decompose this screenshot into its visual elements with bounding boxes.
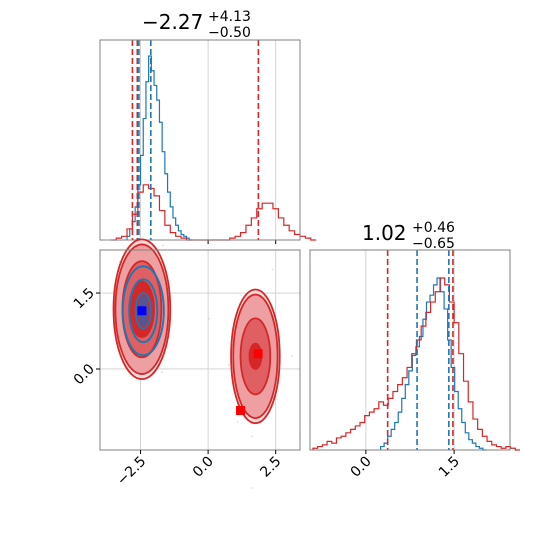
panel-bottom-right-xtick-label: 0.0 <box>348 454 375 481</box>
panel-bottom-left-sample-point <box>236 421 239 423</box>
panel-bottom-left-ytick-label: 0.0 <box>71 361 98 388</box>
panel-top-left-title-lower: −0.50 <box>208 25 251 41</box>
panel-top-left-hist-series-1 <box>110 184 317 241</box>
panel-bottom-left-blue-contour <box>128 278 159 344</box>
panel-bottom-left-sample-point <box>290 355 293 357</box>
panel-bottom-right-title-lower: −0.65 <box>412 236 455 252</box>
panel-bottom-right-xtick-label: 1.5 <box>436 454 463 481</box>
panel-bottom-left-sample-point <box>208 317 211 320</box>
panel-bottom-left-marker-2 <box>236 406 246 416</box>
panel-bottom-right-hist-series-0 <box>379 277 487 451</box>
panel-bottom-right-title-value: 1.02 <box>362 221 407 245</box>
panel-bottom-left-blue-contour <box>134 292 152 330</box>
panel-bottom-left-xtick-label: −2.5 <box>114 454 149 489</box>
panel-bottom-left-sample-point <box>251 487 254 489</box>
panel-bottom-left-sample-point <box>250 435 253 438</box>
panel-bottom-right: 1.02 +0.46 −0.65 0.0 1.5 <box>309 220 520 481</box>
panel-bottom-left-sample-point <box>227 364 230 366</box>
panel-bottom-left-sample-point <box>118 260 121 263</box>
panel-top-left: −2.27 +4.13 −0.50 <box>99 9 317 244</box>
panel-top-left-title-value: −2.27 <box>142 10 203 34</box>
panel-bottom-left-sample-point <box>164 238 167 241</box>
panel-bottom-left-marker-0 <box>137 306 147 316</box>
panel-top-left-title-upper: +4.13 <box>208 9 251 25</box>
panel-bottom-left-blue-contour <box>121 265 165 357</box>
panel-bottom-left-sample-point <box>162 244 164 247</box>
panel-bottom-left-xtick-label: 2.5 <box>257 454 284 481</box>
panel-bottom-left: −2.5 0.0 2.5 0.0 1.5 <box>71 238 301 489</box>
panel-bottom-left-sample-point <box>271 268 274 271</box>
panel-bottom-left-ytick-label: 1.5 <box>71 285 98 312</box>
panel-bottom-left-sample-point <box>128 239 131 242</box>
panel-bottom-left-sample-point <box>160 371 163 374</box>
panel-bottom-left-frame <box>99 249 301 451</box>
panel-bottom-right-title-upper: +0.46 <box>412 220 455 236</box>
panel-bottom-right-frame <box>309 249 511 451</box>
panel-top-left-frame <box>99 39 301 241</box>
panel-bottom-left-xtick-label: 0.0 <box>190 454 217 481</box>
panel-bottom-left-marker-1 <box>253 349 263 359</box>
